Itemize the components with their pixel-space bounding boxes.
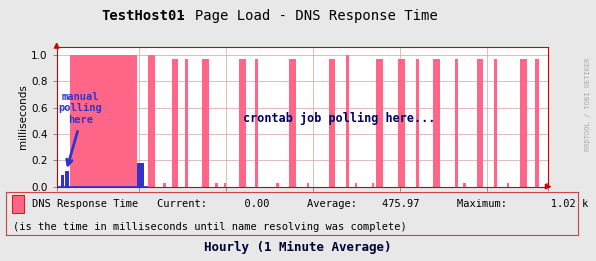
Text: - Page Load - DNS Response Time: - Page Load - DNS Response Time	[153, 9, 437, 23]
Bar	[535, 59, 539, 187]
Bar	[398, 59, 405, 187]
Bar	[185, 59, 188, 187]
Bar	[415, 59, 419, 187]
Text: (is the time in milliseconds until name resolving was complete): (is the time in milliseconds until name …	[13, 222, 406, 232]
Bar	[66, 171, 69, 187]
Bar	[70, 55, 137, 187]
Bar	[355, 183, 357, 187]
Bar	[464, 183, 465, 187]
Bar	[455, 59, 458, 187]
Bar	[254, 59, 258, 187]
Bar	[290, 59, 296, 187]
Text: crontab job polling here...: crontab job polling here...	[243, 111, 436, 125]
Bar	[346, 55, 349, 187]
Text: TestHost01: TestHost01	[101, 9, 185, 23]
Text: manual
polling
here: manual polling here	[58, 92, 103, 125]
Bar	[328, 59, 335, 187]
Bar	[240, 59, 246, 187]
Text: From 2013/08/29 22:28:36 To 2013/08/30 00:21:03: From 2013/08/29 22:28:36 To 2013/08/30 0…	[164, 223, 440, 233]
Bar	[215, 183, 218, 187]
Bar	[477, 59, 483, 187]
Bar	[277, 183, 278, 187]
Bar	[61, 175, 64, 187]
Bar	[148, 55, 154, 187]
Text: Hourly (1 Minute Average): Hourly (1 Minute Average)	[204, 241, 392, 254]
Bar	[163, 183, 166, 187]
Bar	[61, 175, 64, 187]
Bar	[494, 59, 498, 187]
Text: RRDTOOL / TOBI OETIKER: RRDTOOL / TOBI OETIKER	[585, 58, 591, 151]
Bar	[546, 183, 548, 187]
Bar	[377, 59, 383, 187]
Bar	[507, 183, 509, 187]
Bar	[224, 183, 226, 187]
Bar	[520, 59, 526, 187]
Bar	[141, 163, 144, 187]
Bar	[66, 171, 69, 187]
Bar	[372, 183, 374, 187]
Bar	[203, 59, 209, 187]
Bar	[12, 195, 24, 212]
Bar	[137, 163, 141, 187]
Bar	[307, 183, 309, 187]
Bar	[433, 59, 439, 187]
Bar	[172, 59, 178, 187]
Y-axis label: milliseconds: milliseconds	[18, 84, 29, 149]
Text: DNS Response Time   Current:      0.00      Average:    475.97      Maximum:    : DNS Response Time Current: 0.00 Average:…	[32, 199, 588, 209]
